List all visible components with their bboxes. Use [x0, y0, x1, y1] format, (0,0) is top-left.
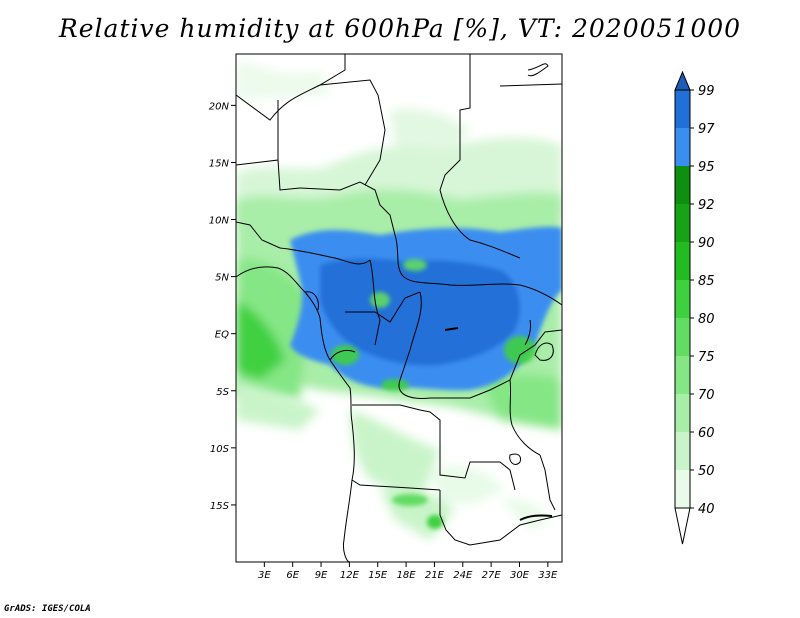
lat-tick-label: 10S	[210, 444, 230, 455]
colorbar-level-label: 50	[698, 464, 715, 479]
longitude-axis: 3E 6E 9E 12E 15E 18E 21E 24E 27E 30E 33E	[258, 562, 558, 581]
colorbar-level-label: 85	[698, 274, 715, 289]
lat-tick-label: 5S	[216, 387, 229, 398]
lon-tick-label: 18E	[397, 570, 417, 581]
colorbar-level-label: 40	[698, 502, 715, 517]
lat-tick-label: EQ	[215, 330, 229, 341]
colorbar-swatch	[675, 394, 690, 432]
colorbar-level-label: 90	[698, 236, 715, 251]
lon-tick-label: 24E	[453, 570, 473, 581]
colorbar-level-label: 80	[698, 312, 715, 327]
lat-tick-label: 15S	[210, 501, 230, 512]
colorbar-swatch	[675, 128, 690, 166]
colorbar-swatch	[675, 470, 690, 508]
latitude-axis: 20N 15N 10N 5N EQ 5S 10S 15S	[209, 101, 236, 512]
colorbar-swatch	[675, 242, 690, 280]
credit-label: GrADS: IGES/COLA	[4, 604, 91, 614]
lon-tick-label: 9E	[315, 570, 328, 581]
colorbar-level-label: 99	[698, 84, 715, 99]
colorbar-top-arrow	[674, 70, 691, 91]
lat-tick-label: 15N	[209, 158, 230, 169]
map-title: Relative humidity at 600hPa [%], VT: 202…	[58, 14, 742, 43]
colorbar-swatch	[675, 318, 690, 356]
lon-tick-label: 3E	[258, 570, 271, 581]
lon-tick-label: 6E	[286, 570, 299, 581]
lat-tick-label: 10N	[209, 216, 230, 227]
country-borders	[236, 54, 562, 562]
colorbar: 40 50 60 70 75 80 85 90 92 95 97 99	[674, 70, 715, 545]
colorbar-level-label: 60	[698, 426, 715, 441]
colorbar-bottom-arrow	[674, 507, 691, 545]
colorbar-swatch	[675, 432, 690, 470]
colorbar-swatch	[675, 90, 690, 128]
colorbar-frame	[674, 89, 691, 509]
colorbar-swatch	[675, 280, 690, 318]
lon-tick-label: 30E	[510, 570, 530, 581]
colorbar-level-label: 95	[698, 160, 715, 175]
colorbar-swatch	[675, 356, 690, 394]
colorbar-level-label: 75	[698, 350, 715, 365]
lat-tick-label: 20N	[209, 101, 230, 112]
colorbar-swatch	[675, 166, 690, 204]
lon-tick-label: 12E	[340, 570, 360, 581]
map-frame	[235, 53, 563, 563]
lon-tick-label: 33E	[538, 570, 558, 581]
humidity-field	[236, 54, 562, 562]
colorbar-level-label: 92	[698, 198, 715, 213]
colorbar-swatch	[675, 204, 690, 242]
lon-tick-label: 15E	[368, 570, 388, 581]
colorbar-level-label: 70	[698, 388, 715, 403]
colorbar-level-label: 97	[698, 122, 715, 137]
lat-tick-label: 5N	[215, 273, 229, 284]
lon-tick-label: 27E	[482, 570, 502, 581]
lon-tick-label: 21E	[425, 570, 445, 581]
